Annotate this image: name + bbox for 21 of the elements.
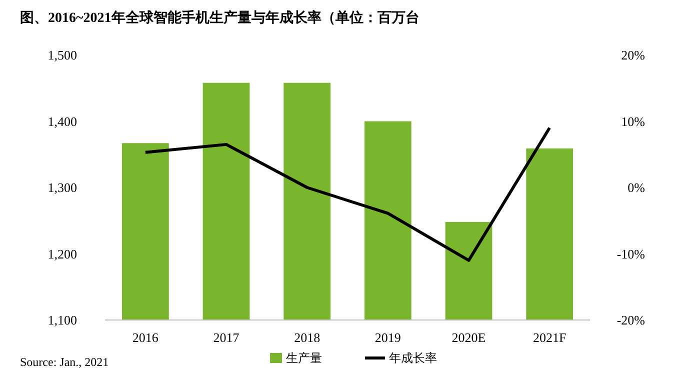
y2-tick-label: 0% [628,180,646,196]
y-tick-label: 1,200 [48,246,77,262]
chart-title: 图、2016~2021年全球智能手机生产量与年成长率（单位：百万台 [20,9,420,26]
x-tick-label: 2020E [452,330,486,345]
y2-tick-label: 20% [621,48,646,63]
y-tick-label: 1,500 [48,48,77,63]
source-note: Source: Jan., 2021 [20,355,109,369]
x-tick-label: 2018 [294,330,320,345]
legend-label: 生产量 [286,351,322,366]
y-tick-label: 1,300 [48,180,77,196]
y2-tick-label: -20% [616,312,646,328]
y2-tick-label: 10% [621,114,646,129]
line-series [144,126,552,262]
y2-tick-label: -10% [616,246,646,262]
y-tick-label: 1,400 [48,114,77,129]
x-tick-label: 2017 [213,330,240,345]
x-tick-label: 2016 [132,330,159,345]
x-tick-label: 2021F [532,330,566,345]
y-tick-label: 1,100 [48,312,77,328]
x-tick-label: 2019 [374,330,401,345]
legend-label: 年成长率 [389,351,437,366]
